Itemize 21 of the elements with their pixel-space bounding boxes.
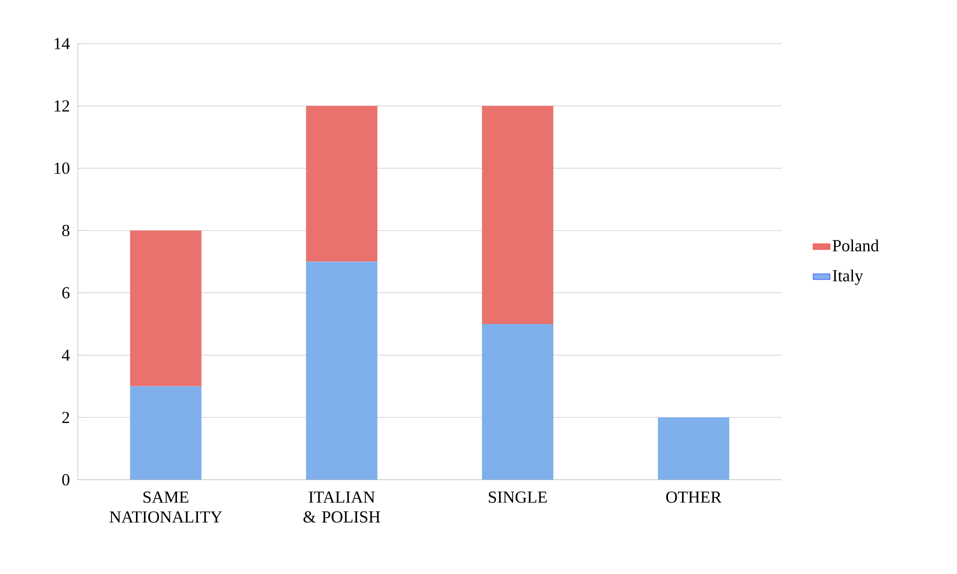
x-tick-label: SINGLE	[488, 492, 547, 503]
bar	[482, 106, 554, 324]
legend-label: Italy	[832, 270, 864, 285]
bar	[306, 262, 378, 480]
x-tick-label: ITALIAN & POLISH	[304, 492, 380, 523]
bar	[130, 230, 202, 386]
legend-label: Poland	[832, 240, 879, 252]
y-tick-label: 14	[54, 38, 70, 50]
bar	[130, 386, 202, 480]
y-tick-label: 4	[62, 350, 70, 361]
bar	[482, 324, 554, 480]
y-tick-label: 6	[62, 287, 70, 299]
x-tick-label: SAME NATIONALITY	[110, 492, 222, 523]
y-tick-label: 2	[62, 412, 70, 424]
bar	[658, 417, 730, 480]
bar	[306, 106, 378, 262]
y-tick-label: 0	[62, 474, 70, 486]
y-tick-label: 8	[62, 224, 70, 236]
y-tick-label: 10	[54, 162, 70, 174]
y-tick-label: 12	[54, 100, 70, 112]
x-tick-label: OTHER	[666, 492, 722, 503]
